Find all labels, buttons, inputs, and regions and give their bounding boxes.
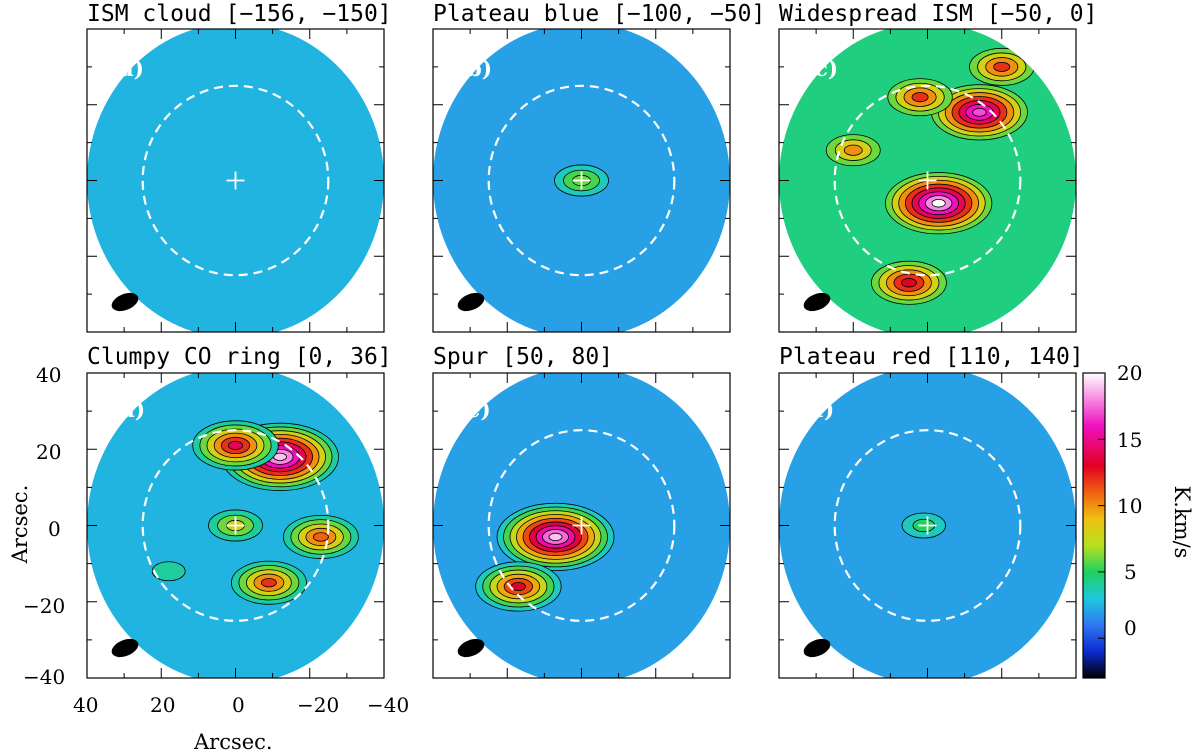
data-contour xyxy=(843,144,863,156)
beam-ellipse xyxy=(803,638,831,658)
beam-ellipse xyxy=(111,638,139,658)
colorbar-tick-label: 10 xyxy=(1117,494,1143,518)
data-contour xyxy=(151,561,186,582)
panel-tag-e: (e) xyxy=(456,397,491,423)
panel-tag-f: (f) xyxy=(804,397,834,423)
field-circle xyxy=(833,429,1022,622)
colorbar xyxy=(1082,372,1106,679)
panel-title-a: ISM cloud [−156, −150] xyxy=(87,1,392,27)
panel-title-f: Plateau red [110, 140] xyxy=(779,344,1084,370)
x-tick-label: 0 xyxy=(232,693,245,717)
x-tick-label: 40 xyxy=(73,693,99,717)
panel-tag-c: (c) xyxy=(804,56,838,82)
panel-title-b: Plateau blue [−100, −50] xyxy=(433,1,766,27)
beam-ellipse xyxy=(457,292,485,312)
y-tick-label: −20 xyxy=(23,594,66,618)
panel-map-c xyxy=(779,29,1076,332)
y-tick-label: 40 xyxy=(36,363,62,387)
data-contour xyxy=(931,198,946,208)
x-tick-label: 20 xyxy=(150,693,176,717)
data-contour xyxy=(901,278,917,288)
y-axis-title: Arcsec. xyxy=(8,484,32,564)
colorbar-tick-label: 15 xyxy=(1117,428,1143,452)
x-axis-title: Arcsec. xyxy=(194,730,273,754)
panel-title-c: Widespread ISM [−50, 0] xyxy=(779,1,1098,27)
colorbar-tick-label: 20 xyxy=(1117,361,1143,385)
x-tick-label: −20 xyxy=(297,693,340,717)
beam-ellipse xyxy=(457,638,485,658)
data-contour xyxy=(548,532,563,542)
panel-tag-a: (a) xyxy=(109,56,144,82)
colorbar-tick-label: 0 xyxy=(1124,616,1137,640)
field-circle xyxy=(833,84,1022,277)
field-circle xyxy=(141,429,330,622)
colorbar-tick-label: 5 xyxy=(1124,560,1137,584)
data-contour xyxy=(261,577,277,588)
data-contour xyxy=(227,440,244,450)
data-contour xyxy=(911,92,929,103)
beam-ellipse xyxy=(803,292,831,312)
field-circle xyxy=(487,84,676,277)
field-circle xyxy=(141,84,330,277)
beam-ellipse xyxy=(111,292,139,312)
y-tick-label: −40 xyxy=(23,665,66,689)
panel-title-d: Clumpy CO ring [0, 36] xyxy=(87,344,392,370)
panel-tag-d: (d) xyxy=(109,397,145,423)
y-tick-label: 0 xyxy=(48,517,61,541)
panel-tag-b: (b) xyxy=(456,56,492,82)
field-circle xyxy=(487,429,676,622)
y-tick-label: 20 xyxy=(36,440,62,464)
colorbar-label: K.km/s xyxy=(1170,485,1194,559)
data-contour xyxy=(312,532,329,542)
data-contour xyxy=(510,581,526,592)
x-tick-label: −40 xyxy=(367,693,410,717)
panel-title-e: Spur [50, 80] xyxy=(433,344,614,370)
data-contour xyxy=(972,107,987,117)
data-contour xyxy=(993,61,1011,72)
